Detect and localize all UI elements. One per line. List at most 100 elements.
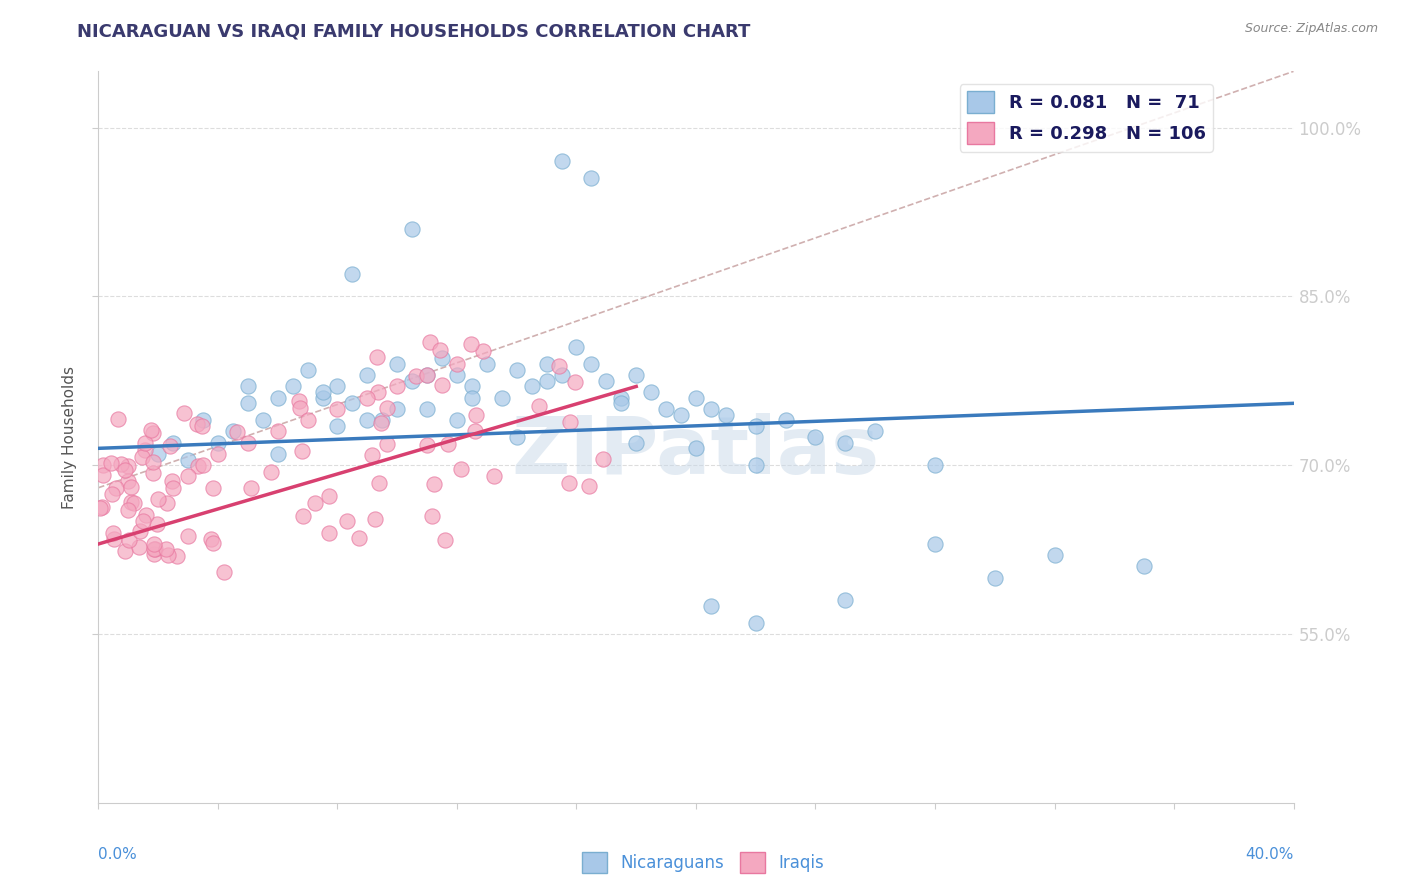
- Point: [143, 541, 166, 556]
- Point: [401, 222, 423, 236]
- Point: [536, 357, 558, 371]
- Point: [141, 423, 163, 437]
- Point: [364, 512, 387, 526]
- Point: [804, 430, 827, 444]
- Point: [156, 496, 179, 510]
- Point: [157, 549, 180, 563]
- Point: [117, 458, 139, 473]
- Point: [430, 351, 453, 366]
- Point: [745, 418, 768, 433]
- Point: [356, 368, 378, 383]
- Point: [110, 457, 132, 471]
- Point: [162, 435, 184, 450]
- Point: [446, 368, 468, 383]
- Point: [640, 385, 662, 400]
- Point: [142, 537, 165, 551]
- Point: [356, 413, 378, 427]
- Point: [128, 541, 150, 555]
- Point: [187, 459, 209, 474]
- Point: [91, 500, 114, 515]
- Point: [118, 533, 141, 547]
- Point: [311, 391, 333, 405]
- Point: [433, 533, 456, 547]
- Point: [131, 450, 153, 464]
- Point: [318, 526, 340, 541]
- Point: [281, 379, 304, 393]
- Point: [114, 463, 136, 477]
- Point: [120, 494, 142, 508]
- Point: [565, 340, 588, 354]
- Point: [775, 413, 797, 427]
- Point: [375, 401, 398, 415]
- Point: [236, 379, 259, 393]
- Point: [367, 475, 389, 490]
- Point: [385, 401, 409, 416]
- Point: [288, 401, 311, 415]
- Point: [626, 368, 648, 383]
- Point: [166, 549, 188, 563]
- Point: [655, 401, 678, 416]
- Point: [578, 479, 600, 493]
- Point: [100, 456, 122, 470]
- Point: [558, 415, 581, 429]
- Point: [236, 435, 259, 450]
- Point: [385, 357, 409, 371]
- Point: [267, 425, 290, 439]
- Point: [143, 548, 166, 562]
- Point: [700, 401, 723, 416]
- Point: [550, 368, 572, 383]
- Point: [117, 474, 139, 488]
- Point: [128, 524, 150, 539]
- Point: [924, 537, 946, 551]
- Point: [550, 154, 572, 169]
- Point: [564, 375, 586, 389]
- Point: [370, 416, 392, 430]
- Point: [360, 449, 382, 463]
- Point: [207, 435, 229, 450]
- Point: [401, 374, 423, 388]
- Point: [416, 401, 439, 416]
- Point: [124, 496, 146, 510]
- Point: [177, 452, 200, 467]
- Point: [834, 435, 856, 450]
- Point: [984, 571, 1007, 585]
- Point: [461, 379, 484, 393]
- Point: [416, 368, 439, 383]
- Point: [212, 565, 235, 579]
- Point: [700, 599, 723, 613]
- Y-axis label: Family Households: Family Households: [62, 366, 77, 508]
- Point: [201, 535, 224, 549]
- Point: [91, 467, 114, 482]
- Point: [173, 406, 195, 420]
- Point: [236, 396, 259, 410]
- Point: [336, 514, 359, 528]
- Point: [595, 374, 617, 388]
- Point: [1133, 559, 1156, 574]
- Point: [464, 424, 486, 438]
- Point: [326, 401, 349, 416]
- Legend: Nicaraguans, Iraqis: Nicaraguans, Iraqis: [575, 846, 831, 880]
- Point: [385, 379, 409, 393]
- Point: [446, 357, 468, 371]
- Point: [134, 436, 156, 450]
- Point: [366, 350, 388, 364]
- Point: [117, 503, 139, 517]
- Text: 40.0%: 40.0%: [1246, 847, 1294, 862]
- Point: [342, 267, 364, 281]
- Point: [191, 419, 214, 434]
- Point: [132, 515, 155, 529]
- Point: [120, 480, 142, 494]
- Point: [191, 413, 214, 427]
- Point: [148, 491, 170, 506]
- Point: [326, 418, 349, 433]
- Point: [186, 417, 208, 432]
- Point: [1043, 548, 1066, 562]
- Point: [177, 529, 200, 543]
- Point: [159, 439, 181, 453]
- Point: [536, 374, 558, 388]
- Point: [416, 368, 439, 383]
- Point: [714, 408, 737, 422]
- Point: [291, 509, 314, 524]
- Point: [288, 394, 311, 409]
- Point: [423, 477, 446, 491]
